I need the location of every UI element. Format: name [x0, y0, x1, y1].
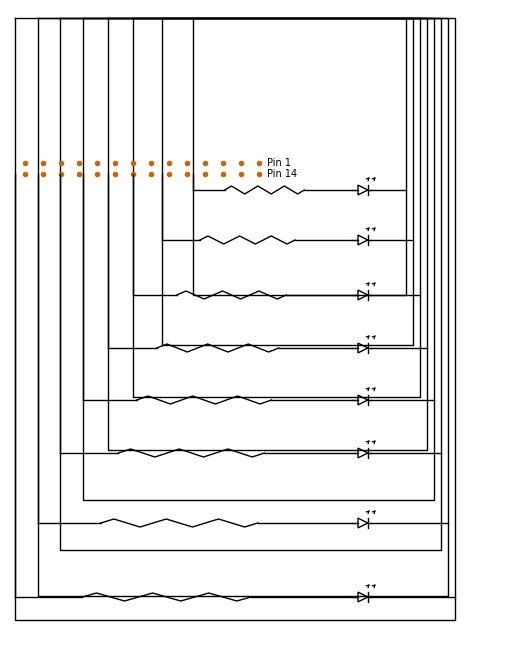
- Text: Pin 14: Pin 14: [267, 169, 297, 179]
- Text: Pin 1: Pin 1: [267, 158, 291, 168]
